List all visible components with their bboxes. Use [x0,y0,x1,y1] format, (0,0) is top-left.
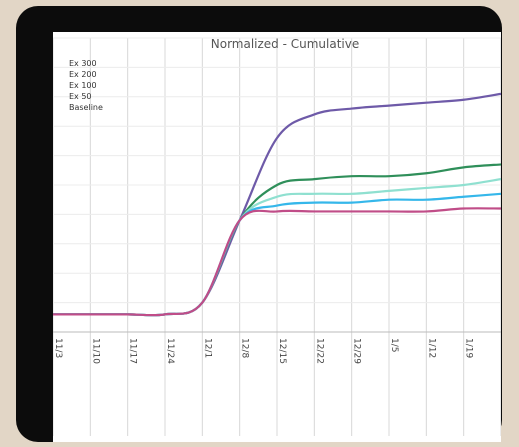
x-tick-label: 12/22 [314,338,324,364]
chart-series [53,92,501,317]
x-tick-label: 11/17 [128,338,138,364]
legend-entry-3: Ex 50 [69,92,92,101]
x-tick-label: 11/24 [165,338,175,364]
x-tick-label: 1/19 [464,338,474,358]
x-tick-label: 11/3 [53,338,63,358]
legend-entry-0: Ex 300 [69,59,97,68]
x-tick-label: 12/8 [240,338,250,358]
legend-entry-4: Baseline [69,103,103,112]
x-tick-label: 12/29 [352,338,362,364]
legend-entry-2: Ex 100 [69,81,97,90]
chart-grid [53,37,501,436]
x-tick-label: 11/10 [90,338,100,364]
chart-title: Normalized - Cumulative [211,37,360,51]
x-tick-label: 12/1 [202,338,212,358]
line-chart: 11/3 11/10 11/17 11/24 12/1 12/8 12/15 12/22 12/… [53,37,501,436]
legend-entry-1: Ex 200 [69,70,97,79]
chart-legend: Ex 300 Ex 200 Ex 100 Ex 50 Baseline [69,59,103,112]
chart-frame: 11/3 11/10 11/17 11/24 12/1 12/8 12/15 12/22 12/… [16,6,502,442]
series-line-4 [53,207,501,317]
x-axis-tick-labels: 11/3 11/10 11/17 11/24 12/1 12/8 12/15 12/22 12/… [53,338,474,364]
x-tick-label: 1/5 [389,338,399,352]
x-tick-label: 12/15 [277,338,287,364]
x-tick-label: 1/12 [426,338,436,358]
chart-plot-area: 11/3 11/10 11/17 11/24 12/1 12/8 12/15 12/22 12/… [53,32,501,442]
